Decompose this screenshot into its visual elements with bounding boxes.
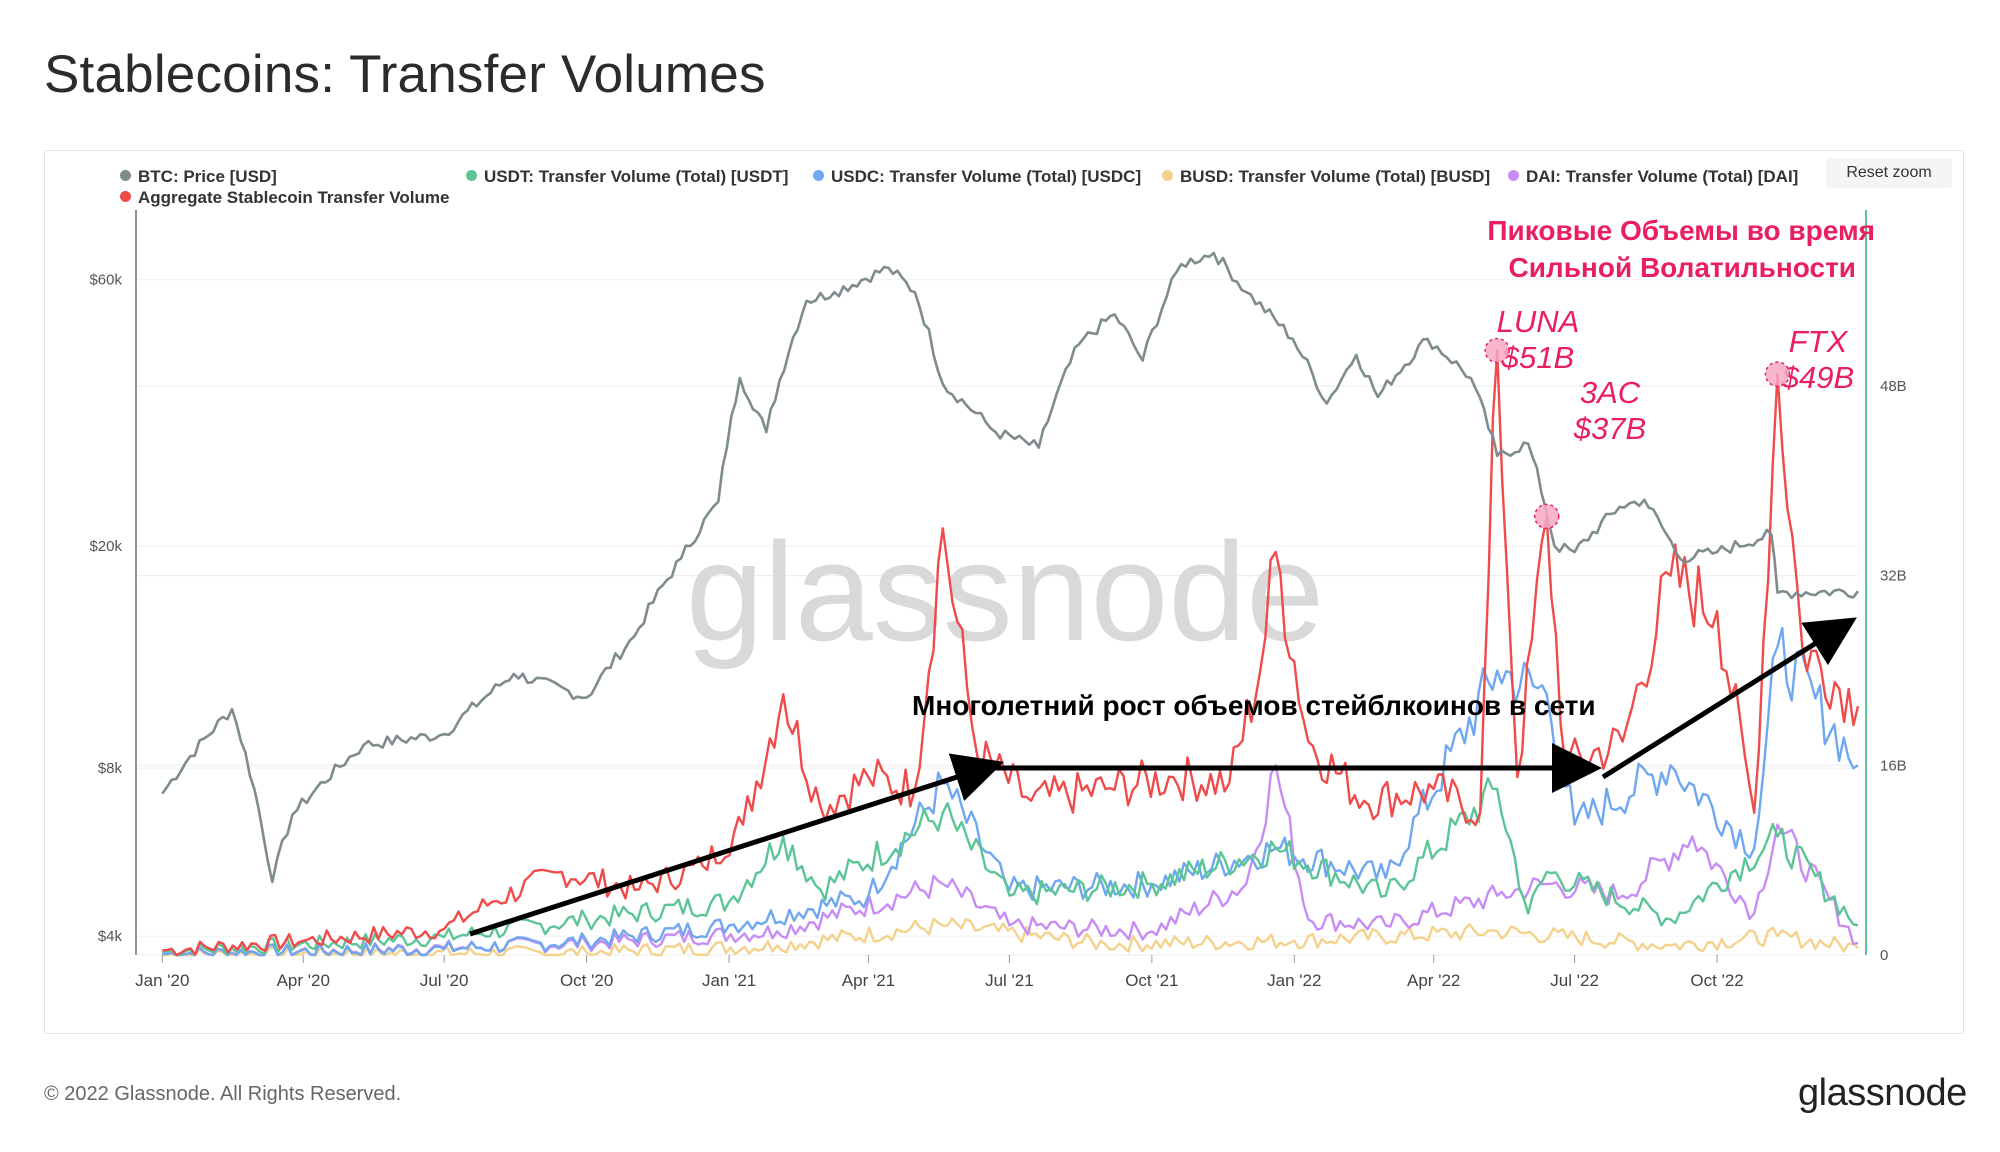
chart-title: Stablecoins: Transfer Volumes xyxy=(44,45,766,104)
legend-label: USDC: Transfer Volume (Total) [USDC] xyxy=(831,167,1142,186)
legend-dot xyxy=(1508,170,1519,182)
legend-dot xyxy=(813,170,824,182)
legend-label: BUSD: Transfer Volume (Total) [BUSD] xyxy=(1180,167,1491,186)
legend-dot xyxy=(466,170,477,182)
legend-label: Aggregate Stablecoin Transfer Volume xyxy=(138,188,450,207)
legend-usdt[interactable]: USDT: Transfer Volume (Total) [USDT] xyxy=(466,167,788,187)
legend-dot xyxy=(120,191,131,203)
legend-label: DAI: Transfer Volume (Total) [DAI] xyxy=(1526,167,1799,186)
legend-aggregate[interactable]: Aggregate Stablecoin Transfer Volume xyxy=(120,188,449,208)
reset-zoom-button[interactable]: Reset zoom xyxy=(1826,158,1952,188)
footer-brand-logo: glassnode xyxy=(1798,1072,1967,1114)
legend-btc-price[interactable]: BTC: Price [USD] xyxy=(120,167,277,187)
legend-usdc[interactable]: USDC: Transfer Volume (Total) [USDC] xyxy=(813,167,1141,187)
legend-label: USDT: Transfer Volume (Total) [USDT] xyxy=(484,167,789,186)
chart-frame xyxy=(44,150,1964,1034)
legend-label: BTC: Price [USD] xyxy=(138,167,277,186)
legend-dot xyxy=(1162,170,1173,182)
legend-dai[interactable]: DAI: Transfer Volume (Total) [DAI] xyxy=(1508,167,1798,187)
legend-busd[interactable]: BUSD: Transfer Volume (Total) [BUSD] xyxy=(1162,167,1490,187)
footer-copyright: © 2022 Glassnode. All Rights Reserved. xyxy=(44,1083,402,1105)
legend-dot xyxy=(120,170,131,182)
